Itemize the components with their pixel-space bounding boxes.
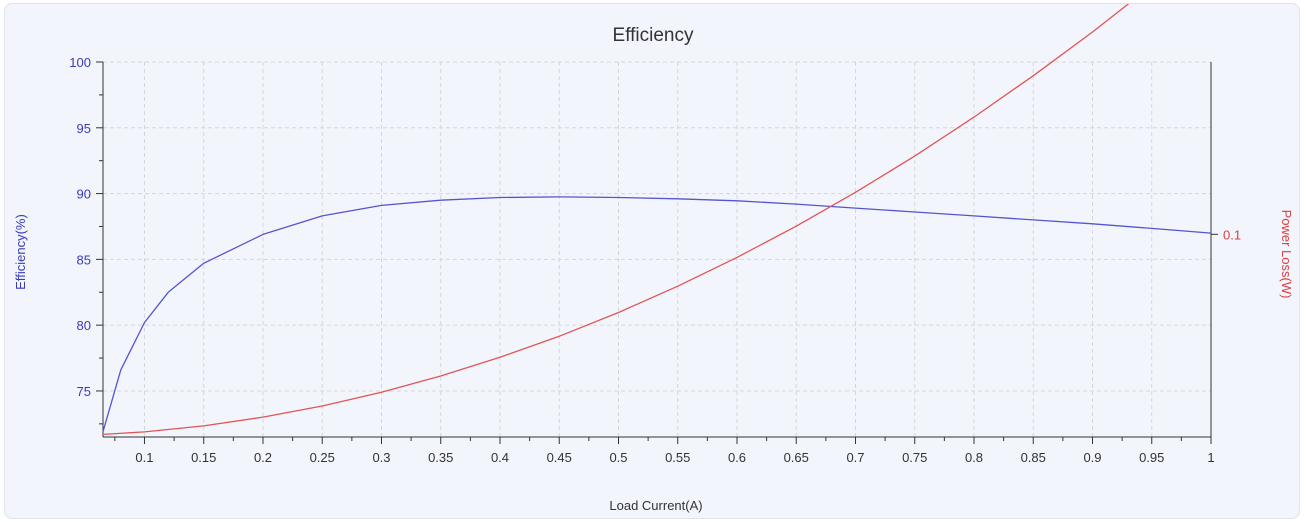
x-tick-label: 0.45 [547,450,572,465]
x-tick-label: 0.95 [1139,450,1164,465]
y-tick-label: 90 [77,187,91,202]
x-tick-label: 0.5 [609,450,627,465]
y-tick-label: 80 [77,318,91,333]
efficiency-chart: Efficiency 0.1 0.15 0.2 0.25 0.3 0.35 0.4 0.45 0… [13,4,1294,513]
y2-tick-label: 0.1 [1223,227,1241,242]
x-tick-label: 0.25 [310,450,335,465]
x-tick-label: 1 [1207,450,1214,465]
x-tick-label: 0.4 [491,450,509,465]
y-tick-label: 85 [77,252,91,267]
chart-panel: Efficiency 0.1 0.15 0.2 0.25 0.3 0.35 0.4 0.45 0… [4,3,1300,519]
axes [96,61,1212,438]
y-axis-title: Efficiency(%) [13,214,28,290]
y-tick-label: 100 [69,55,91,70]
x-tick-label: 0.75 [902,450,927,465]
chart-title: Efficiency [613,25,694,46]
x-tick-label: 0.3 [372,450,390,465]
grid [103,61,1212,437]
x-tick-label: 0.2 [254,450,272,465]
x-tick-label: 0.8 [965,450,983,465]
x-tick-label: 0.9 [1083,450,1101,465]
x-tick-label: 0.15 [191,450,216,465]
y-tick-label: 75 [77,384,91,399]
x-tick-label: 0.6 [728,450,746,465]
x-tick-label: 0.35 [428,450,453,465]
y2-axis-title: Power Loss(W) [1279,210,1294,299]
y-tick-label: 95 [77,121,91,136]
x-tick-label: 0.85 [1021,450,1046,465]
y-axis-ticks: 75 80 85 90 95 100 [69,55,103,425]
x-tick-label: 0.55 [665,450,690,465]
x-axis-title: Load Current(A) [609,498,702,513]
x-tick-label: 0.65 [784,450,809,465]
y2-axis-ticks: 0.1 [1211,227,1241,242]
efficiency-line [102,196,1212,432]
x-tick-label: 0.1 [135,450,153,465]
x-tick-label: 0.7 [846,450,864,465]
x-axis-ticks: 0.1 0.15 0.2 0.25 0.3 0.35 0.4 0.45 0.5 0.55 0.6 0.… [114,437,1215,465]
power-loss-line [102,4,1130,436]
series-layer [102,4,1212,436]
